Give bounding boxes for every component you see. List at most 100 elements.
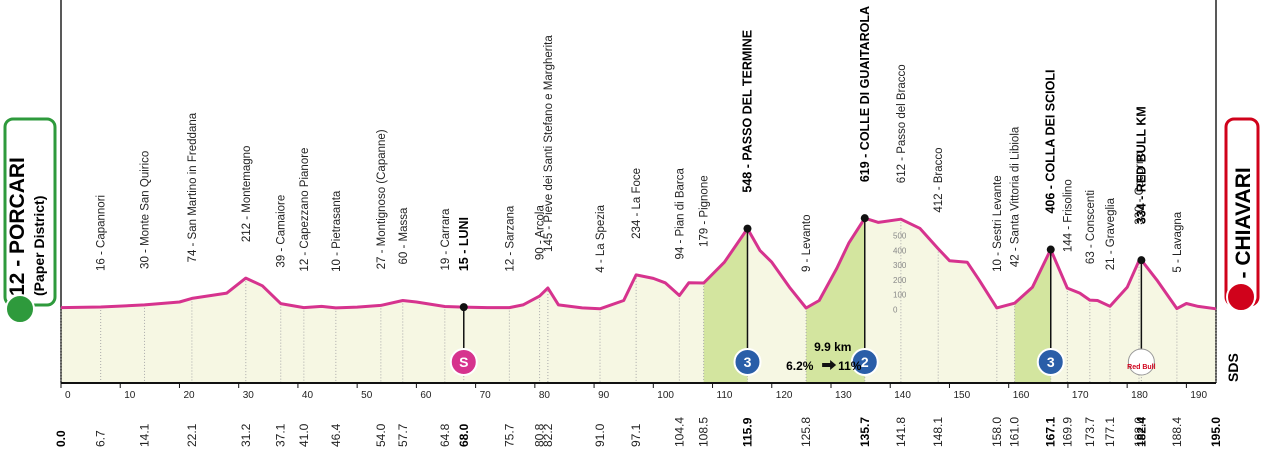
marker-badge — [850, 348, 879, 376]
waypoint-name: 330 - Cogorno — [1134, 151, 1146, 225]
x-tick-label: 90 — [598, 390, 610, 401]
waypoint-name: 63 - Conscenti — [1085, 190, 1097, 264]
km-label: 104.4 — [672, 417, 686, 447]
km-label: 161.0 — [1008, 417, 1022, 447]
waypoint-name: 144 - Frisolino — [1062, 179, 1074, 252]
km-label: 177.1 — [1103, 417, 1117, 447]
profile-line — [60, 216, 1217, 311]
km-label: 169.9 — [1060, 417, 1074, 447]
elevation-tick-label: 500 — [893, 232, 907, 241]
km-label: 37.1 — [274, 423, 288, 447]
km-label: 115.9 — [740, 417, 754, 447]
elevation-tick-label: 200 — [893, 276, 907, 285]
marker-label: 3 — [1047, 354, 1055, 370]
climb-avg: 6.2% — [786, 359, 814, 373]
marker-badge — [733, 348, 762, 376]
km-label: 68.0 — [457, 423, 471, 447]
waypoint-name: 60 - Massa — [398, 207, 410, 264]
km-label: 188.4 — [1170, 417, 1184, 447]
x-tick-label: 0 — [65, 390, 71, 401]
summit-dot — [743, 224, 752, 233]
climb-area — [1014, 249, 1051, 383]
km-label: 173.7 — [1083, 417, 1097, 447]
waypoint-name: 179 - Pignone — [699, 175, 711, 247]
waypoint-name: 212 - Montemagno — [241, 146, 253, 243]
climb-area — [703, 228, 748, 383]
waypoint-name: 619 - COLLE DI GUAITAROLA — [858, 6, 872, 182]
x-tick-label: 80 — [539, 390, 551, 401]
summit-dot — [1046, 245, 1055, 254]
x-tick-label: 160 — [1013, 390, 1030, 401]
waypoint-name: 16 - Capannori — [96, 195, 108, 271]
km-label: 108.5 — [697, 417, 711, 447]
elevation-tick-label: 400 — [893, 246, 907, 255]
km-label: 195.0 — [1209, 417, 1223, 447]
km-label: 75.7 — [502, 423, 516, 447]
climb-area — [806, 218, 865, 383]
climb-length: 9.9 km — [814, 340, 851, 354]
waypoint-name: 27 - Montignoso (Capanne) — [376, 129, 388, 269]
km-label: 46.4 — [329, 423, 343, 447]
marker-badge — [449, 348, 478, 376]
climb-arrow — [822, 360, 837, 370]
start-icon — [5, 294, 35, 324]
waypoint-name: 145 - Pieve dei Santi Stefano e Margheri… — [543, 35, 555, 252]
summit-dot — [459, 303, 468, 312]
x-tick-label: 30 — [243, 390, 255, 401]
waypoint-name: 5 - Lavagna — [1172, 211, 1184, 272]
x-tick-label: 180 — [1131, 390, 1148, 401]
km-label: 54.0 — [374, 423, 388, 447]
waypoint-name: 334 - RED BULL KM — [1134, 106, 1148, 224]
x-tick-label: 70 — [480, 390, 492, 401]
km-label: 22.1 — [185, 423, 199, 447]
waypoint-name: 12 - Capezzano Pianore — [299, 148, 311, 272]
x-tick-label: 140 — [894, 390, 911, 401]
waypoint-name: 10 - Pietrasanta — [331, 190, 343, 272]
waypoint-name: 39 - Camaiore — [276, 195, 288, 268]
x-tick-label: 50 — [361, 390, 373, 401]
km-label: 167.1 — [1044, 417, 1058, 447]
x-tick-label: 60 — [420, 390, 432, 401]
x-tick-label: 10 — [124, 390, 136, 401]
km-label: 31.2 — [239, 423, 253, 447]
km-label: 135.7 — [858, 417, 872, 447]
marker-label: 2 — [861, 354, 869, 370]
finish-name: 4 - CHIAVARI — [1232, 167, 1255, 296]
finish-icon — [1226, 282, 1256, 312]
waypoint-name: 412 - Bracco — [933, 147, 945, 212]
km-label: 80.8 — [533, 423, 547, 447]
waypoint-name: 90 - Arcola — [535, 205, 547, 261]
x-tick-label: 130 — [835, 390, 852, 401]
climb-max: 11% — [838, 359, 862, 373]
km-label: 0.0 — [54, 430, 68, 447]
x-tick-label: 40 — [302, 390, 314, 401]
km-label: 14.1 — [138, 423, 152, 447]
start-name: 12 - PORCARI — [6, 157, 29, 296]
km-label: 158.0 — [990, 417, 1004, 447]
marker-label: S — [459, 354, 468, 370]
waypoint-name: 406 - COLLA DEI SCIOLI — [1044, 70, 1058, 214]
waypoint-name: 234 - La Foce — [631, 168, 643, 239]
waypoint-name: 15 - LUNI — [457, 217, 471, 271]
km-label: 57.7 — [396, 423, 410, 447]
profile-area — [61, 218, 1216, 383]
waypoint-name: 94 - Pian di Barca — [674, 167, 686, 259]
waypoint-name: 612 - Passo del Bracco — [896, 64, 908, 183]
x-tick-label: 150 — [953, 390, 970, 401]
km-label: 148.1 — [931, 417, 945, 447]
logo: SDS — [1225, 353, 1241, 382]
marker-badge — [1036, 348, 1065, 376]
km-label: 125.8 — [799, 417, 813, 447]
km-label: 6.7 — [94, 430, 108, 447]
marker-label: 3 — [744, 354, 752, 370]
x-tick-label: 170 — [1072, 390, 1089, 401]
km-label: 182.0 — [1132, 417, 1146, 447]
elevation-tick-label: 300 — [893, 261, 907, 270]
start-subtitle: (Paper District) — [31, 196, 47, 296]
summit-dot — [1137, 256, 1146, 265]
waypoint-name: 12 - Sarzana — [504, 205, 516, 271]
waypoint-name: 4 - La Spezia — [595, 204, 607, 272]
summit-dot — [860, 214, 869, 223]
km-label: 82.2 — [541, 423, 555, 447]
